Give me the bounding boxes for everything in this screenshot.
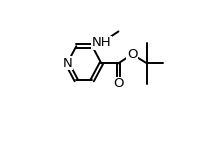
Text: O: O [127,48,137,61]
Text: N: N [62,57,72,70]
Text: O: O [113,77,124,90]
Text: NH: NH [92,36,111,49]
